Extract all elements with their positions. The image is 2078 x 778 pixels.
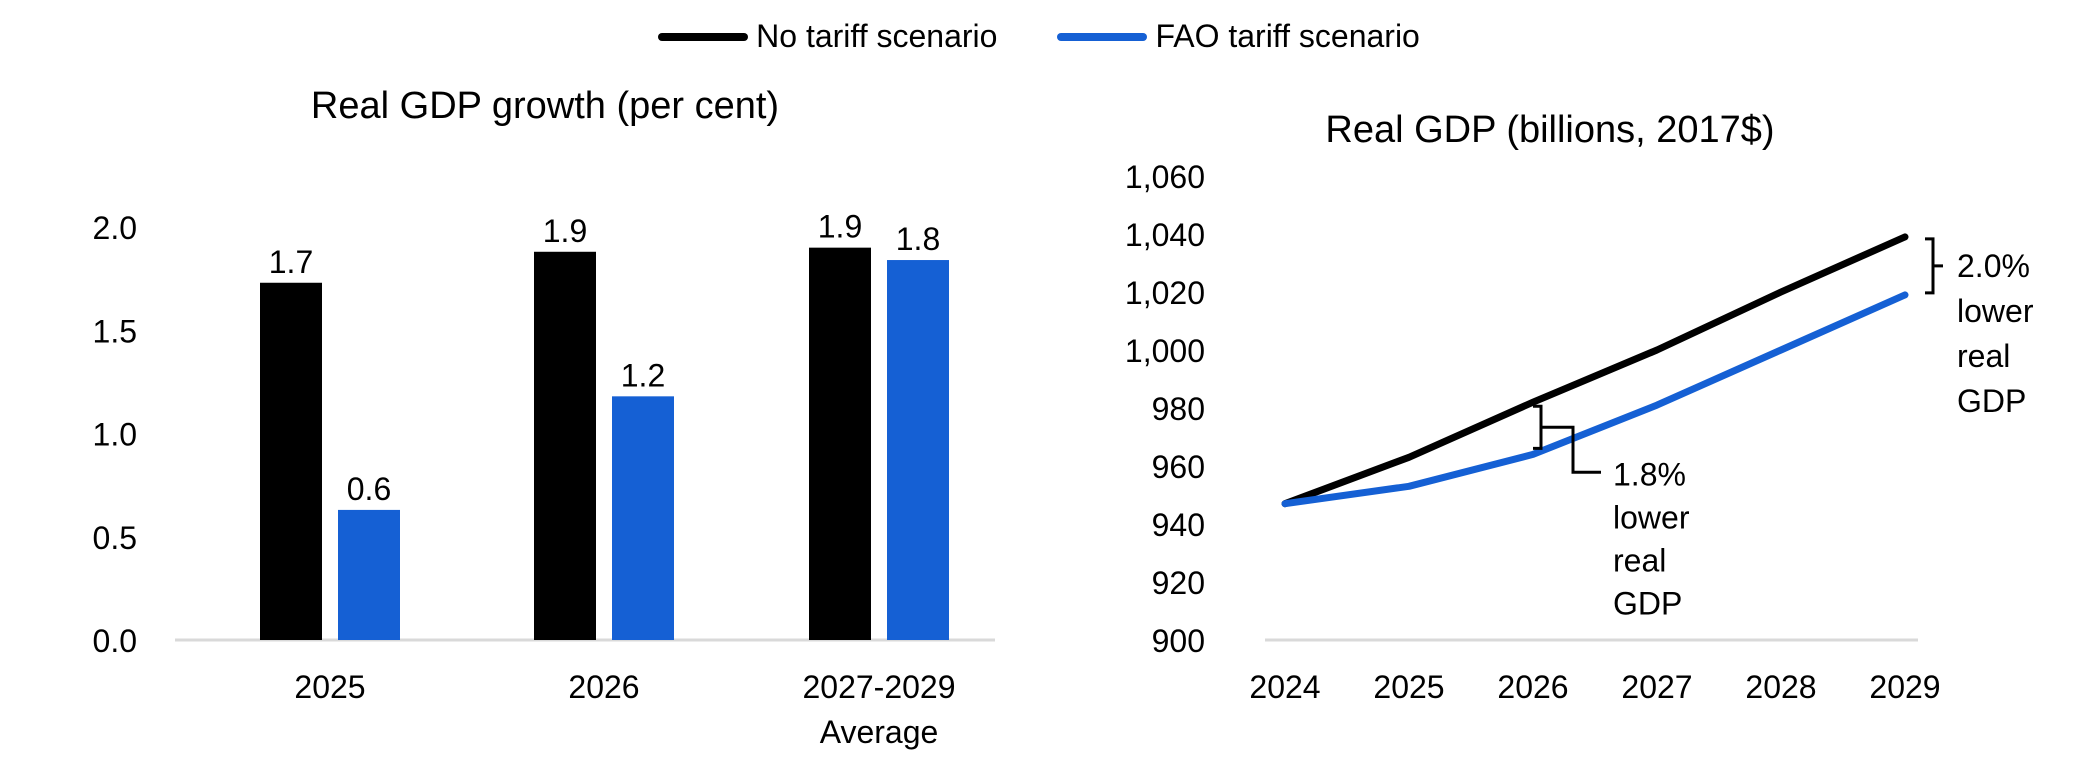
line-y-tick-label: 920: [1152, 565, 1205, 601]
line-y-tick-label: 1,020: [1125, 275, 1205, 311]
line-x-tick-label: 2028: [1745, 669, 1816, 705]
bar-chart: Real GDP growth (per cent) 0.0 0.5 1.0 1.5 2…: [93, 85, 995, 750]
legend-swatch-no-tariff: [658, 32, 749, 41]
line-series-fao-tariff: [1281, 291, 1909, 508]
legend-item-no-tariff: No tariff scenario: [658, 18, 997, 55]
bar-fao-tariff: [612, 396, 674, 640]
line-x-tick-label: 2026: [1497, 669, 1568, 705]
bar-y-tick-label: 1.0: [93, 417, 137, 453]
bar-y-tick-label: 0.5: [93, 520, 137, 556]
annotation-text-2029: GDP: [1957, 383, 2026, 419]
bar-fao-tariff: [338, 509, 400, 640]
line-x-tick-label: 2029: [1869, 669, 1940, 705]
bar-y-tick-label: 0.0: [93, 623, 137, 659]
bar-no-tariff: [534, 251, 596, 640]
bar-no-tariff: [809, 247, 871, 640]
legend-swatch-fao-tariff: [1057, 32, 1148, 41]
bar-no-tariff: [260, 282, 322, 640]
bar-data-label: 1.2: [621, 357, 665, 393]
line-y-tick-label: 960: [1152, 449, 1205, 485]
line-y-tick-label: 1,040: [1125, 217, 1205, 253]
bar-chart-title: Real GDP growth (per cent): [311, 85, 779, 127]
annotation-text-2029: lower: [1957, 293, 2034, 329]
bar-x-tick-label: 2026: [568, 669, 639, 705]
line-series-no-tariff: [1281, 233, 1909, 508]
bar-x-tick-label: 2025: [294, 669, 365, 705]
annotation-text-2029: 2.0%: [1957, 248, 2030, 284]
annotation-text-2029: real: [1957, 338, 2010, 374]
line-chart: Real GDP (billions, 2017$) 900 920 940 960 9…: [1125, 109, 2034, 705]
legend-label-fao-tariff: FAO tariff scenario: [1155, 18, 1420, 54]
annotation-bracket-2026: [1533, 404, 1601, 474]
annotation-text-2026: GDP: [1613, 585, 1682, 621]
line-x-tick-label: 2024: [1249, 669, 1320, 705]
line-y-tick-label: 980: [1152, 391, 1205, 427]
line-x-tick-label: 2027: [1621, 669, 1692, 705]
line-x-tick-label: 2025: [1373, 669, 1444, 705]
legend-item-fao-tariff: FAO tariff scenario: [1057, 18, 1420, 55]
bar-data-label: 1.9: [818, 209, 862, 245]
legend: No tariff scenario FAO tariff scenario: [0, 18, 2078, 55]
annotation-bracket-2029: [1925, 237, 1943, 295]
bar-fao-tariff: [887, 260, 949, 640]
annotation-text-2026: 1.8%: [1613, 456, 1686, 492]
bar-x-tick-label: Average: [820, 714, 939, 750]
annotation-text-2026: lower: [1613, 499, 1690, 535]
bar-y-tick-label: 2.0: [93, 210, 137, 246]
bar-data-label: 0.6: [347, 471, 391, 507]
line-y-tick-label: 940: [1152, 507, 1205, 543]
legend-label-no-tariff: No tariff scenario: [756, 18, 998, 54]
bar-data-label: 1.7: [269, 244, 313, 280]
bar-x-tick-label: 2027-2029: [802, 669, 955, 705]
line-y-tick-label: 900: [1152, 623, 1205, 659]
bar-data-label: 1.8: [896, 221, 940, 257]
line-y-tick-label: 1,000: [1125, 333, 1205, 369]
line-y-tick-label: 1,060: [1125, 159, 1205, 195]
bar-data-label: 1.9: [543, 213, 587, 249]
bar-y-tick-label: 1.5: [93, 313, 137, 349]
annotation-text-2026: real: [1613, 542, 1666, 578]
line-chart-title: Real GDP (billions, 2017$): [1325, 109, 1774, 151]
